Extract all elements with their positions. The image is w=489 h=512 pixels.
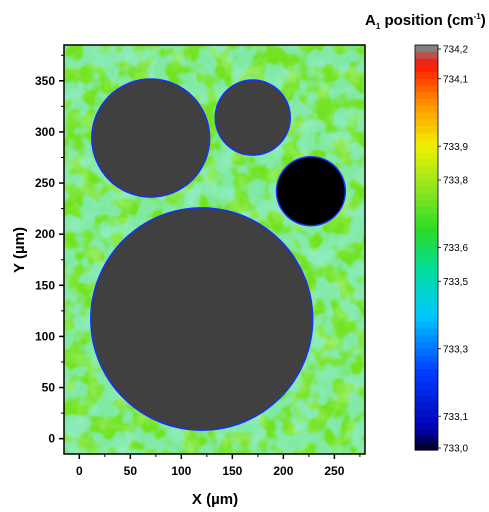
colorbar-segment	[415, 321, 438, 330]
colorbar-segment	[415, 389, 438, 397]
colorbar-segment	[415, 301, 438, 309]
y-tick-label: 350	[35, 74, 55, 88]
colorbar-segment	[415, 402, 438, 411]
x-axis-ticks: 0 50 100 150 200 250	[76, 454, 361, 478]
colorbar-segment	[415, 443, 438, 451]
colorbar-segment	[415, 267, 438, 276]
colorbar-segment	[415, 126, 438, 134]
colorbar-segment	[415, 173, 438, 181]
heatmap-plot-area	[64, 45, 365, 454]
colorbar-segment	[415, 308, 438, 316]
region-masked-large	[91, 208, 312, 430]
colorbar-ticks: 734,2 734,1 733,9 733,8 733,6 733,5 733,3 733,1…	[438, 45, 468, 455]
colorbar-segment	[415, 146, 438, 154]
colorbar-segment	[415, 112, 438, 120]
colorbar	[414, 44, 439, 451]
colorbar-segment	[415, 348, 438, 357]
colorbar-segment	[415, 159, 438, 168]
region-masked-upper-mid	[216, 80, 290, 155]
colorbar-segment	[415, 436, 438, 444]
colorbar-segment	[415, 254, 438, 262]
colorbar-segment	[415, 200, 438, 208]
plot-frame	[63, 44, 366, 455]
x-tick-label: 250	[324, 464, 344, 478]
colorbar-segment	[415, 99, 438, 107]
colorbar-segment	[415, 227, 438, 235]
x-tick-label: 150	[222, 464, 242, 478]
colorbar-segment	[415, 139, 438, 147]
colorbar-segment	[415, 186, 438, 195]
y-tick-label: 50	[42, 381, 56, 395]
colorbar-segment	[415, 213, 438, 222]
colorbar-tick-label: 733,8	[443, 176, 468, 187]
colorbar-segment	[415, 342, 438, 350]
colorbar-segment	[415, 45, 438, 53]
colorbar-segment	[415, 416, 438, 424]
colorbar-segment	[415, 423, 438, 431]
colorbar-segment	[415, 355, 438, 363]
colorbar-segment	[415, 375, 438, 384]
colorbar-segment	[415, 315, 438, 323]
colorbar-segment	[415, 382, 438, 390]
colorbar-segment	[415, 429, 438, 438]
colorbar-segment	[415, 240, 438, 249]
colorbar-segment	[415, 369, 438, 377]
y-tick-label: 100	[35, 329, 55, 343]
colorbar-segment	[415, 247, 438, 255]
colorbar-segment	[415, 105, 438, 114]
colorbar-segment	[415, 261, 438, 269]
colorbar-segment	[415, 409, 438, 417]
x-tick-label: 50	[124, 464, 138, 478]
colorbar-segment	[415, 193, 438, 201]
colorbar-segment	[415, 396, 438, 404]
colorbar-segment	[415, 132, 438, 141]
colorbar-title: A1 position (cm-1)	[365, 12, 486, 31]
y-axis-ticks: 0 50 100 150 200 250 300 350	[35, 54, 64, 446]
colorbar-tick-label: 734,1	[443, 74, 468, 85]
heatmap-regions	[90, 78, 347, 431]
colorbar-segment	[415, 294, 438, 303]
colorbar-tick-label: 733,6	[443, 243, 468, 254]
colorbar-segment	[415, 78, 438, 87]
colorbar-tick-label: 733,5	[443, 277, 468, 288]
colorbar-segment	[415, 274, 438, 282]
colorbar-segment	[415, 281, 438, 289]
colorbar-segment	[415, 92, 438, 100]
y-tick-label: 150	[35, 278, 55, 292]
colorbar-segment	[415, 180, 438, 188]
colorbar-segment	[415, 153, 438, 161]
y-tick-label: 300	[35, 125, 55, 139]
x-axis-title: X (µm)	[192, 491, 238, 508]
colorbar-tick-label: 733,0	[443, 444, 468, 455]
colorbar-segment	[415, 328, 438, 336]
colorbar-segment	[415, 207, 438, 215]
colorbar-segment	[415, 234, 438, 242]
colorbar-segment	[415, 51, 438, 60]
colorbar-tick-label: 733,1	[443, 412, 468, 423]
y-tick-label: 200	[35, 227, 55, 241]
region-masked-upper-left	[92, 79, 209, 197]
colorbar-segment	[415, 335, 438, 343]
colorbar-segment	[415, 119, 438, 127]
colorbar-segment	[415, 58, 438, 66]
y-tick-label: 0	[48, 432, 55, 446]
colorbar-segment	[415, 72, 438, 80]
y-tick-label: 250	[35, 176, 55, 190]
colorbar-segment	[415, 85, 438, 93]
colorbar-tick-label: 733,3	[443, 344, 468, 355]
colorbar-segment	[415, 288, 438, 296]
colorbar-segment	[415, 65, 438, 73]
x-tick-label: 100	[171, 464, 191, 478]
colorbar-segment	[415, 166, 438, 174]
colorbar-segment	[415, 362, 438, 370]
colorbar-tick-label: 734,2	[443, 45, 468, 56]
x-tick-label: 200	[273, 464, 293, 478]
y-axis-title: Y (µm)	[11, 227, 28, 273]
colorbar-tick-label: 733,9	[443, 142, 468, 153]
colorbar-segment	[415, 220, 438, 228]
x-tick-label: 0	[76, 464, 83, 478]
region-low-value-spot	[277, 157, 345, 225]
